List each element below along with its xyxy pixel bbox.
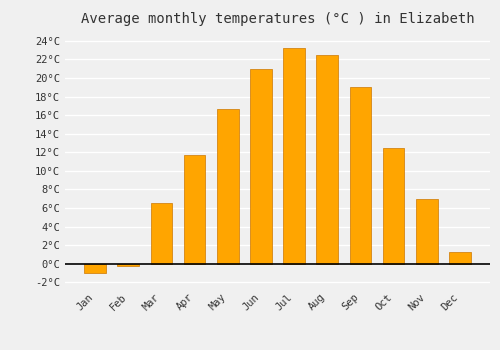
Bar <box>416 199 438 264</box>
Bar <box>184 155 206 264</box>
Bar <box>316 55 338 264</box>
Bar <box>217 108 238 264</box>
Bar <box>118 264 139 266</box>
Bar <box>250 69 272 264</box>
Bar <box>150 203 172 264</box>
Bar <box>449 252 470 264</box>
Title: Average monthly temperatures (°C ) in Elizabeth: Average monthly temperatures (°C ) in El… <box>80 12 474 26</box>
Bar <box>350 87 371 264</box>
Bar <box>383 148 404 264</box>
Bar <box>84 264 106 273</box>
Bar <box>284 48 305 264</box>
